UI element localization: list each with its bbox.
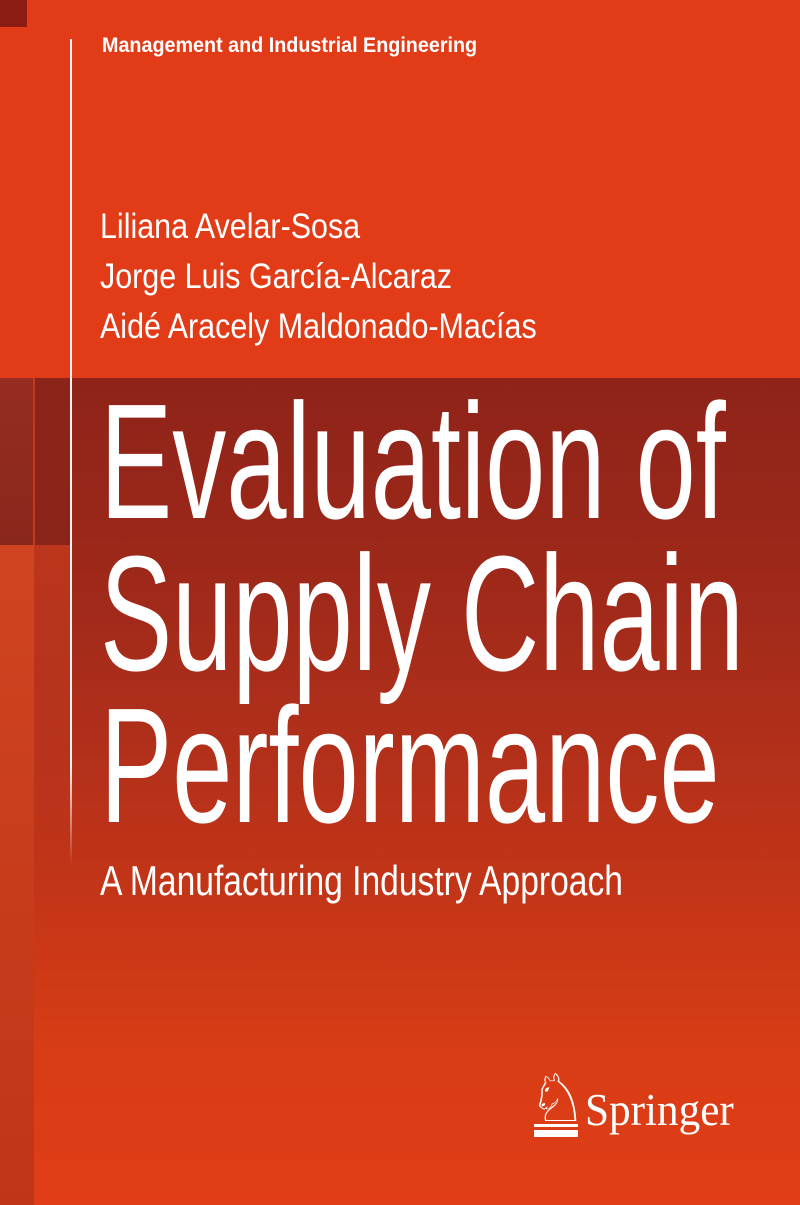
logo-pedestal-line [534, 1124, 578, 1127]
author-name: Liliana Avelar-Sosa [100, 207, 361, 246]
left-middle-strip [34, 545, 70, 875]
left-dark-panel-inner [35, 378, 70, 545]
book-subtitle: A Manufacturing Industry Approach [100, 857, 623, 904]
left-dark-panel [0, 378, 34, 545]
book-title: Evaluation of Supply Chain Performance [100, 370, 800, 857]
authors-block: Liliana Avelar-Sosa Jorge Luis García-Al… [100, 202, 602, 352]
vertical-rule [70, 39, 72, 865]
top-background [0, 0, 800, 378]
book-title-line: Performance [100, 674, 720, 857]
springer-wordmark: Springer [585, 1085, 734, 1135]
corner-accent-square [0, 0, 27, 27]
book-title-line: Evaluation of [100, 370, 726, 553]
left-panel-seam [33, 378, 35, 545]
main-gradient-background [0, 378, 800, 1205]
book-title-line: Supply Chain [100, 522, 744, 705]
author-name: Aidé Aracely Maldonado-Macías [100, 307, 537, 346]
series-title: Management and Industrial Engineering [102, 34, 478, 57]
left-lower-column [0, 545, 34, 1205]
author-name: Jorge Luis García-Alcaraz [100, 257, 453, 296]
springer-horse-icon: ♘ [528, 1060, 588, 1137]
logo-pedestal-bar [534, 1130, 578, 1137]
